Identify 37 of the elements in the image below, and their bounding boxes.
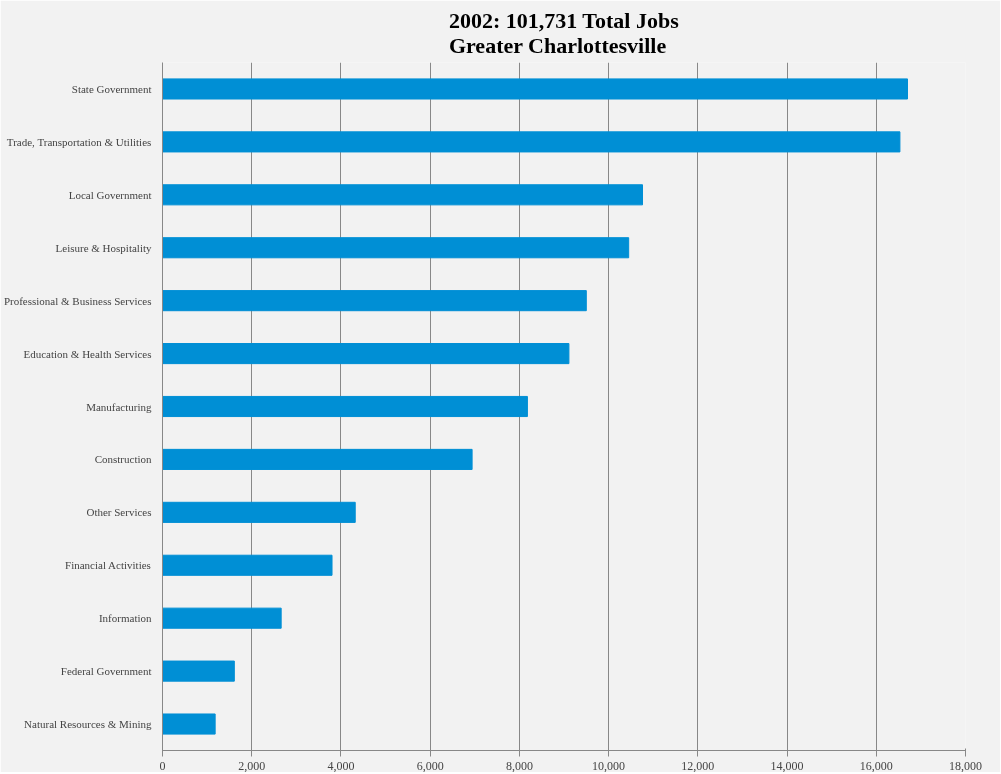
chart-title: 2002: 101,731 Total Jobs Greater Charlottesville xyxy=(448,7,680,58)
y-tick-label: Information xyxy=(98,612,152,625)
y-tick-label: Leisure & Hospitality xyxy=(55,241,152,254)
x-tick-label: 14,000 xyxy=(770,758,804,773)
y-tick-label: Local Government xyxy=(68,188,152,201)
x-tick-label: 10,000 xyxy=(592,758,626,773)
x-tick-label: 0 xyxy=(159,758,166,773)
y-tick-label: Natural Resources & Mining xyxy=(24,718,152,731)
x-tick-label: 16,000 xyxy=(859,758,893,773)
bar xyxy=(162,343,570,365)
y-tick-label: Professional & Business Services xyxy=(3,294,152,307)
bar xyxy=(162,237,630,259)
y-tick-label: State Government xyxy=(71,82,152,95)
x-tick-label: 4,000 xyxy=(327,758,355,773)
x-tick-label: 8,000 xyxy=(505,758,533,773)
x-tick-label: 2,000 xyxy=(238,758,266,773)
bar xyxy=(162,290,587,312)
x-tick-label: 12,000 xyxy=(681,758,715,773)
bar xyxy=(162,448,473,470)
x-tick-label: 18,000 xyxy=(949,758,982,773)
bar xyxy=(162,395,528,418)
bar xyxy=(162,78,909,100)
bar xyxy=(162,607,282,629)
y-tick-label: Trade, Transportation & Utilities xyxy=(6,135,152,148)
y-tick-label: Education & Health Services xyxy=(23,347,152,360)
bar xyxy=(162,660,235,682)
y-tick-label: Financial Activities xyxy=(65,559,151,572)
x-tick-label: 6,000 xyxy=(416,758,444,773)
bar xyxy=(162,713,216,735)
y-tick-label: Manufacturing xyxy=(86,400,152,413)
y-tick-label: Construction xyxy=(94,453,152,466)
y-tick-label: Federal Government xyxy=(60,665,152,678)
bar xyxy=(162,501,356,523)
y-tick-label: Other Services xyxy=(86,506,152,519)
bar xyxy=(162,184,644,206)
bar xyxy=(162,554,333,576)
bar xyxy=(162,131,901,153)
